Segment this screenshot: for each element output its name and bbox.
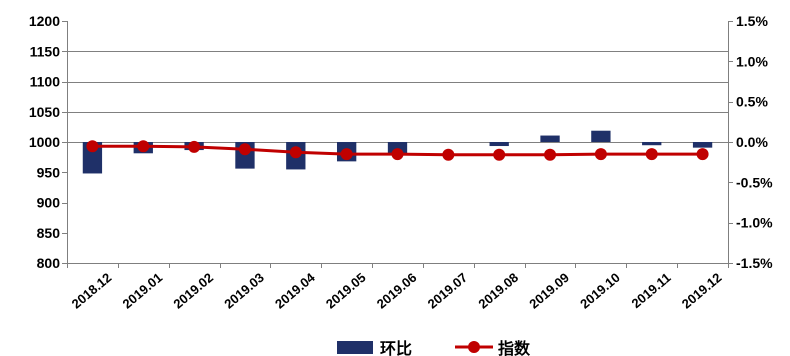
left-tick-label: 800 bbox=[37, 255, 61, 271]
left-tick-label: 900 bbox=[37, 195, 61, 211]
line-point bbox=[391, 148, 404, 161]
category-label: 2019.01 bbox=[120, 270, 166, 312]
left-tick-label: 1200 bbox=[29, 13, 60, 29]
category-label: 2019.07 bbox=[425, 270, 471, 312]
right-tick-label: -1.5% bbox=[736, 255, 773, 271]
line-point bbox=[594, 148, 607, 161]
category-label: 2019.11 bbox=[629, 270, 674, 311]
left-tick-label: 850 bbox=[37, 225, 61, 241]
category-label: 2019.06 bbox=[374, 270, 420, 312]
line-point bbox=[238, 143, 251, 156]
right-tick-label: -1.0% bbox=[736, 215, 773, 231]
line-point bbox=[493, 148, 506, 161]
category-label: 2019.04 bbox=[272, 269, 318, 311]
line-series bbox=[86, 140, 709, 161]
legend-swatch-bar bbox=[337, 341, 373, 354]
bar bbox=[591, 130, 611, 142]
legend: 环比 指数 bbox=[337, 339, 531, 356]
left-tick-label: 1050 bbox=[29, 104, 60, 120]
left-axis-ticks: 800 850 900 950 1000 1050 1100 1150 1200 bbox=[29, 13, 67, 271]
line-point bbox=[289, 146, 302, 159]
category-label: 2019.05 bbox=[323, 270, 369, 312]
legend-swatch-marker bbox=[468, 341, 480, 353]
line-point bbox=[696, 148, 709, 161]
left-tick-label: 1150 bbox=[30, 43, 61, 59]
category-axis-ticks: 2018.12 2019.01 2019.02 2019.03 2019.04 2019.… bbox=[67, 263, 729, 312]
right-tick-label: -0.5% bbox=[736, 174, 773, 190]
right-tick-label: 1.5% bbox=[736, 13, 768, 29]
line-point bbox=[188, 140, 201, 153]
category-label: 2019.03 bbox=[221, 270, 267, 312]
category-label: 2019.12 bbox=[679, 270, 725, 312]
bar bbox=[82, 142, 103, 174]
legend-label-bar: 环比 bbox=[380, 340, 412, 356]
bar bbox=[692, 142, 713, 148]
line-point bbox=[340, 148, 353, 161]
right-tick-label: 0.0% bbox=[736, 134, 768, 150]
gridlines bbox=[67, 51, 728, 143]
line-point bbox=[442, 148, 455, 161]
line-point bbox=[544, 148, 557, 161]
right-tick-label: 0.5% bbox=[736, 94, 768, 110]
bar bbox=[489, 142, 509, 147]
category-label: 2018.12 bbox=[69, 270, 115, 312]
line-point bbox=[86, 140, 99, 153]
category-label: 2019.09 bbox=[526, 270, 572, 312]
right-tick-label: 1.0% bbox=[736, 53, 768, 69]
left-tick-label: 950 bbox=[37, 164, 61, 180]
right-axis-ticks: -1.5% -1.0% -0.5% 0.0% 0.5% 1.0% 1.5% bbox=[728, 13, 773, 271]
bar bbox=[540, 135, 560, 142]
category-label: 2019.08 bbox=[475, 270, 521, 312]
bar bbox=[642, 142, 662, 146]
line-point bbox=[645, 148, 658, 161]
legend-label-line: 指数 bbox=[498, 339, 531, 356]
line-point bbox=[137, 140, 150, 153]
category-label: 2019.10 bbox=[577, 270, 623, 312]
category-label: 2019.02 bbox=[170, 270, 216, 312]
left-tick-label: 1100 bbox=[30, 74, 61, 90]
left-tick-label: 1000 bbox=[29, 134, 60, 150]
